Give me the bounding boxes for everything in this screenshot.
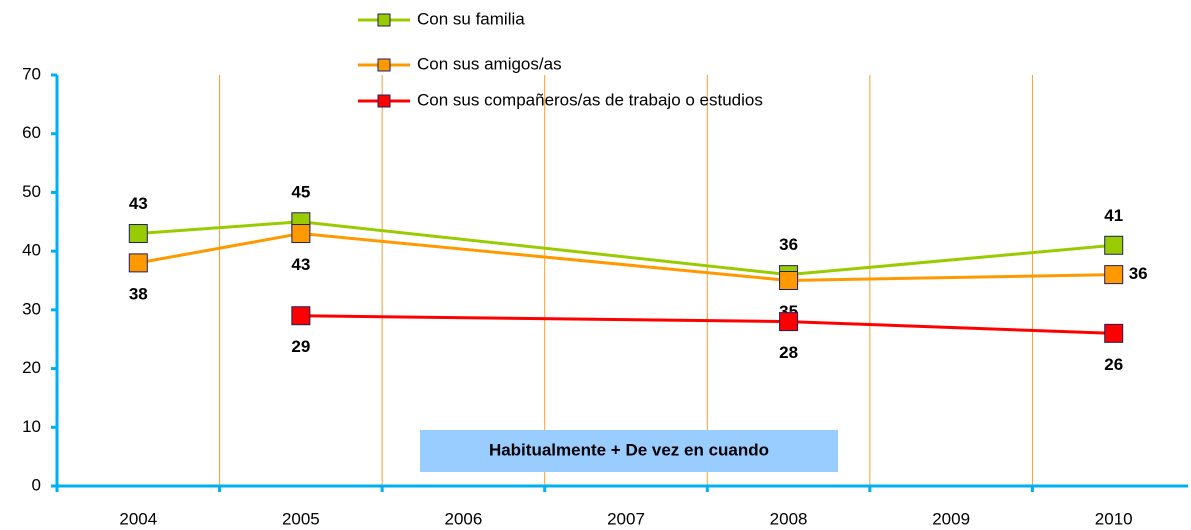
value-label: 29 [291,337,310,356]
x-tick-label: 2008 [770,509,808,528]
value-label: 43 [291,255,310,274]
marker [291,306,311,326]
series-line [138,220,1114,277]
legend-marker [377,58,391,72]
value-label: 26 [1104,355,1123,374]
x-tick-label: 2009 [932,509,970,528]
value-label: 41 [1104,206,1123,225]
value-label: 28 [779,343,798,362]
marker [128,224,148,244]
marker [779,312,799,332]
x-tick-label: 2006 [445,509,483,528]
legend-marker [377,94,391,108]
value-label: 45 [291,182,310,201]
annotation-box [420,430,838,472]
y-tick-label: 20 [22,358,41,377]
legend-label: Con su familia [417,9,525,28]
x-tick-label: 2007 [607,509,645,528]
legend-marker [377,13,391,27]
value-label: 43 [129,194,148,213]
y-tick-label: 0 [32,475,41,494]
y-tick-label: 40 [22,241,41,260]
y-tick-label: 30 [22,299,41,318]
value-label: 36 [779,235,798,254]
marker [128,253,148,273]
marker [779,271,799,290]
marker [291,224,311,244]
y-tick-label: 50 [22,182,41,201]
x-tick-label: 2004 [119,509,157,528]
x-tick-label: 2010 [1095,509,1133,528]
y-tick-label: 60 [22,123,41,142]
y-tick-label: 10 [22,417,41,436]
marker [1104,323,1124,343]
value-label: 38 [129,284,148,303]
marker [1104,265,1124,285]
y-tick-label: 70 [22,64,41,83]
marker [1104,235,1124,255]
legend-label: Con sus amigos/as [417,54,562,73]
annotation: Habitualmente + De vez en cuando [489,440,769,459]
legend-label: Con sus compañeros/as de trabajo o estud… [417,90,763,109]
x-tick-label: 2005 [282,509,320,528]
value-label: 36 [1129,264,1148,283]
series-line [138,232,1114,283]
